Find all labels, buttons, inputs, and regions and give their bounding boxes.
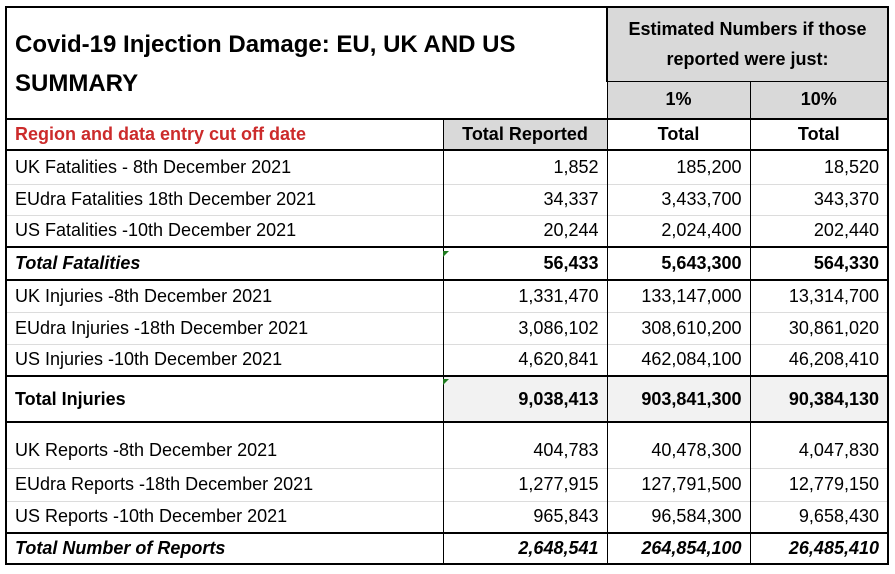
total-10pct-header: Total: [749, 118, 889, 150]
reported-value: 4,620,841: [442, 343, 608, 376]
row-label: EUdra Fatalities 18th December 2021: [5, 183, 444, 215]
row-label: US Reports -10th December 2021: [5, 500, 444, 533]
cell-comment-marker: [443, 251, 449, 257]
summary-table: Covid-19 Injection Damage: EU, UK AND US…: [5, 6, 889, 565]
estimate-1pct-value: 127,791,500: [606, 467, 751, 501]
reported-value: 56,433: [442, 246, 608, 280]
estimate-10pct-value: 202,440: [749, 214, 889, 247]
reported-value: 3,086,102: [442, 311, 608, 344]
table-row: UK Reports -8th December 2021 404,783 40…: [5, 421, 889, 468]
table-row: EUdra Reports -18th December 2021 1,277,…: [5, 467, 889, 501]
pct-header-1: 1%: [606, 80, 751, 119]
estimate-10pct-value: 18,520: [749, 149, 889, 184]
total-fatalities-row: Total Fatalities 56,433 5,643,300 564,33…: [5, 246, 889, 280]
table-title: Covid-19 Injection Damage: EU, UK AND US…: [5, 6, 608, 119]
total-reports-row: Total Number of Reports 2,648,541 264,85…: [5, 532, 889, 565]
reported-value: 9,038,413: [442, 375, 608, 422]
estimate-10pct-value: 26,485,410: [749, 532, 889, 565]
estimate-1pct-value: 133,147,000: [606, 279, 751, 312]
estimate-10pct-value: 564,330: [749, 246, 889, 280]
row-label: UK Reports -8th December 2021: [5, 421, 444, 468]
reported-value: 34,337: [442, 183, 608, 215]
estimate-header: Estimated Numbers if those reported were…: [606, 6, 889, 81]
table-row: EUdra Injuries -18th December 2021 3,086…: [5, 311, 889, 344]
cell-comment-marker: [443, 379, 449, 385]
estimate-10pct-value: 12,779,150: [749, 467, 889, 501]
title-line-1: Covid-19 Injection Damage: EU, UK AND US: [15, 31, 516, 58]
table-row: UK Fatalities - 8th December 2021 1,852 …: [5, 149, 889, 184]
estimate-header-text: Estimated Numbers if those reported were…: [628, 19, 867, 70]
estimate-1pct-value: 40,478,300: [606, 421, 751, 468]
row-label: US Fatalities -10th December 2021: [5, 214, 444, 247]
column-header-row: Region and data entry cut off date Total…: [5, 118, 889, 150]
estimate-1pct-value: 5,643,300: [606, 246, 751, 280]
table-row: UK Injuries -8th December 2021 1,331,470…: [5, 279, 889, 312]
row-label: US Injuries -10th December 2021: [5, 343, 444, 376]
table-row: US Reports -10th December 2021 965,843 9…: [5, 500, 889, 533]
summary-table-frame: Covid-19 Injection Damage: EU, UK AND US…: [5, 6, 889, 566]
reported-value: 2,648,541: [442, 532, 608, 565]
estimate-10pct-value: 46,208,410: [749, 343, 889, 376]
estimate-1pct-value: 264,854,100: [606, 532, 751, 565]
estimate-1pct-value: 308,610,200: [606, 311, 751, 344]
reported-value: 1,331,470: [442, 279, 608, 312]
pct-header-10: 10%: [749, 80, 889, 119]
title-line-2: SUMMARY: [15, 70, 139, 97]
estimate-1pct-value: 903,841,300: [606, 375, 751, 422]
estimate-1pct-value: 96,584,300: [606, 500, 751, 533]
total-injuries-row: Total Injuries 9,038,413 903,841,300 90,…: [5, 375, 889, 422]
row-label: UK Injuries -8th December 2021: [5, 279, 444, 312]
row-label: Total Fatalities: [5, 246, 444, 280]
table-row: US Fatalities -10th December 2021 20,244…: [5, 214, 889, 247]
estimate-10pct-value: 343,370: [749, 183, 889, 215]
table-row: EUdra Fatalities 18th December 2021 34,3…: [5, 183, 889, 215]
estimate-1pct-value: 2,024,400: [606, 214, 751, 247]
reported-value: 965,843: [442, 500, 608, 533]
row-label: UK Fatalities - 8th December 2021: [5, 149, 444, 184]
reported-value: 1,277,915: [442, 467, 608, 501]
estimate-1pct-value: 185,200: [606, 149, 751, 184]
total-1pct-header: Total: [606, 118, 751, 150]
estimate-10pct-value: 90,384,130: [749, 375, 889, 422]
row-label: EUdra Reports -18th December 2021: [5, 467, 444, 501]
table-row: US Injuries -10th December 2021 4,620,84…: [5, 343, 889, 376]
estimate-10pct-value: 30,861,020: [749, 311, 889, 344]
estimate-10pct-value: 9,658,430: [749, 500, 889, 533]
estimate-10pct-value: 13,314,700: [749, 279, 889, 312]
estimate-1pct-value: 3,433,700: [606, 183, 751, 215]
row-label: Total Number of Reports: [5, 532, 444, 565]
header-row-3: 1% 10%: [6, 80, 889, 119]
region-column-header: Region and data entry cut off date: [5, 118, 444, 150]
estimate-1pct-value: 462,084,100: [606, 343, 751, 376]
reported-value: 20,244: [442, 214, 608, 247]
reported-value: 1,852: [442, 149, 608, 184]
header-row-1: Covid-19 Injection Damage: EU, UK AND US…: [5, 6, 889, 119]
row-label: Total Injuries: [5, 375, 444, 422]
reported-value: 404,783: [442, 421, 608, 468]
row-label: EUdra Injuries -18th December 2021: [5, 311, 444, 344]
estimate-10pct-value: 4,047,830: [749, 421, 889, 468]
total-reported-header: Total Reported: [442, 118, 608, 150]
